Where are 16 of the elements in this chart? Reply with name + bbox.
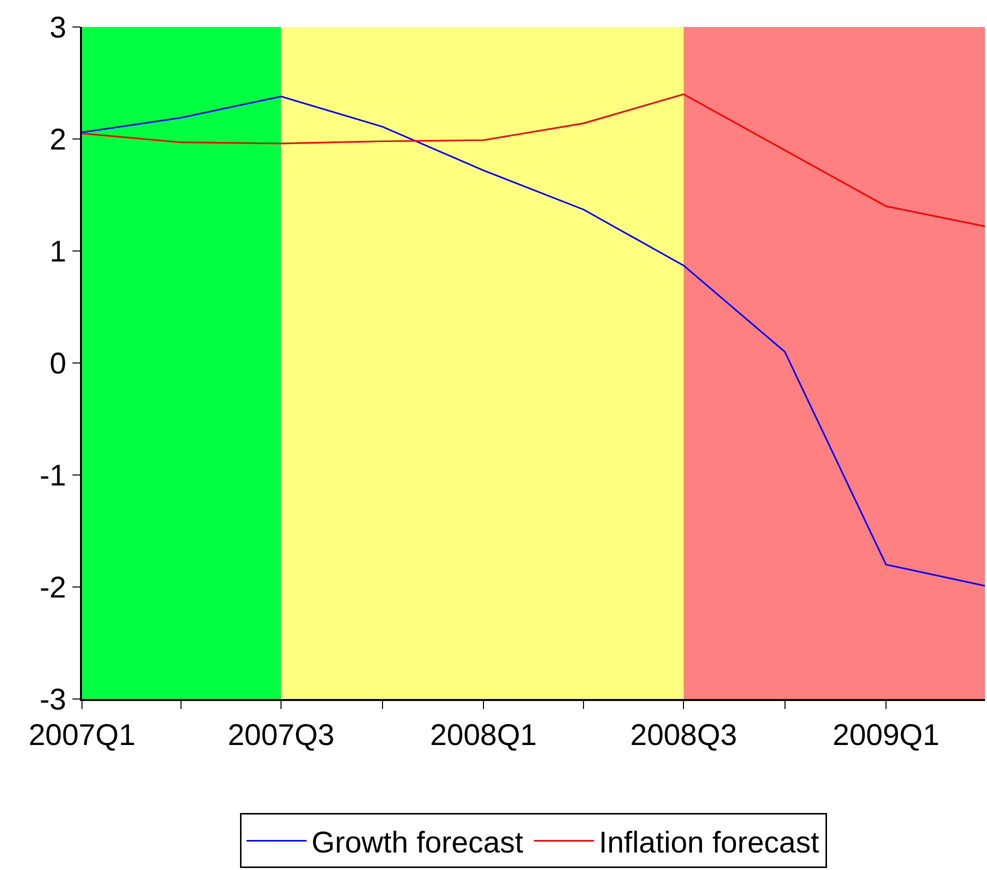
y-tick-label: -3 — [40, 684, 66, 716]
legend-label: Inflation forecast — [598, 826, 820, 860]
x-tick-label: 2009Q1 — [832, 718, 940, 752]
legend-label: Growth forecast — [312, 826, 524, 860]
x-tick-label: 2008Q3 — [630, 718, 738, 752]
y-tick-label: 0 — [50, 348, 66, 380]
line-series — [82, 96, 985, 587]
y-tick-label: -1 — [40, 460, 66, 492]
y-tick-label: 3 — [50, 12, 66, 44]
x-tick-label: 2008Q1 — [430, 718, 537, 752]
x-tick-label: 2007Q1 — [28, 718, 136, 752]
y-tick-label: 2 — [50, 124, 66, 156]
x-tick-label: 2007Q3 — [228, 718, 334, 752]
y-tick-label: -2 — [40, 572, 66, 604]
y-tick-label: 1 — [50, 236, 66, 268]
line-series — [82, 93, 985, 228]
